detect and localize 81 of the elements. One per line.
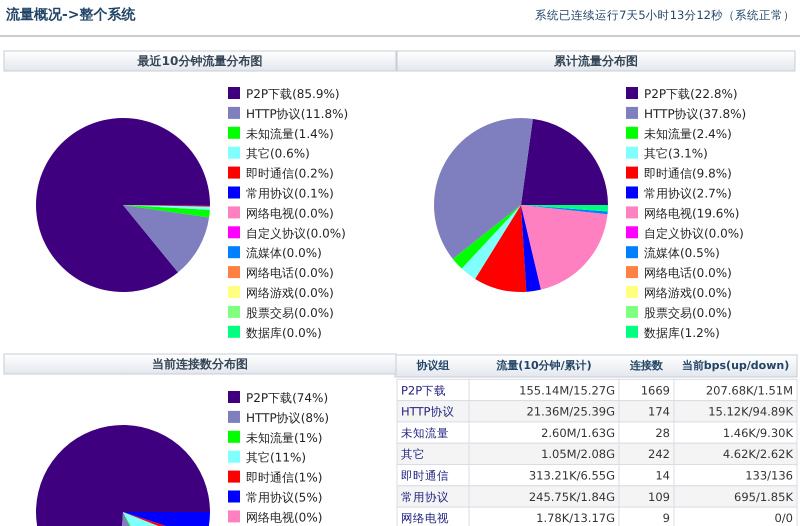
legend-label: 常用协议(0.1%) (246, 186, 334, 200)
legend-label: 流媒体(0.0%) (246, 246, 322, 260)
chart-title: 最近10分钟流量分布图 (136, 54, 262, 68)
text: P2P下载 (401, 383, 446, 398)
text: 流量概况->整个系统 (5, 6, 137, 23)
legend-label: 未知流量(1%) (246, 430, 322, 445)
pie-slice (521, 205, 541, 292)
legend-label: 其它(11%) (246, 450, 306, 465)
legend-label: 数据库(0.0%) (246, 326, 322, 340)
legend-label: 即时通信(9.8%) (644, 166, 732, 181)
text: 常用协议 (401, 490, 449, 504)
text: 14 (655, 468, 670, 482)
legend-label: 其它(3.1%) (644, 146, 708, 161)
legend-label: 自定义协议(0.0%) (246, 226, 346, 240)
legend-label: 其它(0.6%) (246, 146, 310, 161)
text: 1.46K/9.30K (722, 426, 794, 440)
text: 4.62K/2.62K (722, 447, 794, 462)
chart-title: 累计流量分布图 (553, 54, 638, 68)
text: 9 (662, 511, 670, 526)
pie-slice (521, 205, 608, 214)
legend-label: 数据库(1.2%) (644, 326, 720, 340)
text: 245.75K/1.84G (528, 490, 615, 504)
text: 2.60M/1.63G (541, 426, 615, 440)
pie-slice (452, 205, 521, 269)
text: 协议组 (416, 359, 450, 372)
legend-label: P2P下载(22.8%) (644, 87, 738, 101)
legend-label: 未知流量(1.4%) (246, 126, 334, 141)
pie-slice (434, 118, 533, 260)
legend-label: P2P下载(74%) (246, 391, 328, 405)
legend-label: HTTP协议(8%) (246, 410, 330, 425)
text: 28 (655, 426, 670, 440)
text: 其它 (401, 447, 425, 462)
pie-slice (123, 205, 210, 218)
text: 15.12K/94.89K (708, 404, 794, 419)
legend-label: 股票交易(0.0%) (246, 306, 334, 320)
text: 313.21K/6.55G (528, 468, 615, 482)
legend-label: 常用协议(5%) (246, 490, 322, 504)
legend-label: 股票交易(0.0%) (644, 306, 732, 320)
text: 网络电视 (401, 511, 449, 526)
pie-slice (462, 205, 521, 279)
text: 1.78K/13.17G (536, 511, 615, 526)
legend-label: 网络电话(0.0%) (644, 266, 732, 280)
legend-label: 网络电视(0.0%) (246, 206, 334, 220)
pie-slice (123, 205, 210, 272)
legend-label: 未知流量(2.4%) (644, 126, 732, 141)
text: 155.14M/15.27G (519, 383, 615, 398)
text: 系统已连续运行7天5小时13分12秒（系统正常） (535, 8, 795, 22)
text: 21.36M/25.39G (526, 404, 615, 419)
text: HTTP协议 (401, 404, 454, 419)
text: 当前bps(up/down) (682, 359, 790, 372)
legend-label: 常用协议(2.7%) (644, 186, 732, 200)
text: 109 (648, 490, 670, 504)
text: 242 (648, 447, 670, 462)
legend-label: 网络电视(0%) (246, 510, 322, 524)
text: 流量(10分钟/累计) (495, 359, 592, 372)
text: 1669 (640, 383, 670, 398)
legend-label: 即时通信(1%) (246, 470, 322, 485)
legend-label: HTTP协议(11.8%) (246, 106, 348, 121)
text: 0/0 (774, 511, 793, 526)
legend-label: HTTP协议(37.8%) (644, 106, 746, 121)
text: 695/1.85K (734, 490, 794, 504)
legend-label: 网络电话(0.0%) (246, 266, 334, 280)
legend-label: 网络游戏(0.0%) (246, 286, 334, 300)
legend-label: 网络电视(19.6%) (644, 206, 740, 220)
legend-label: 自定义协议(0.0%) (644, 226, 744, 240)
text: 连接数 (629, 359, 664, 372)
legend-label: 流媒体(0.5%) (644, 246, 720, 260)
pie-slice (521, 205, 608, 290)
text: 174 (648, 404, 670, 419)
chart-title: 当前连接数分布图 (152, 357, 248, 371)
legend-label: 网络游戏(0.0%) (644, 286, 732, 300)
text: 133/136 (745, 468, 793, 482)
legend-label: P2P下载(85.9%) (246, 87, 340, 101)
pie-slice (475, 205, 526, 292)
text: 1.05M/2.08G (541, 447, 615, 462)
text: 未知流量 (401, 426, 449, 440)
pie-slice (521, 118, 608, 205)
legend-label: 即时通信(0.2%) (246, 166, 334, 181)
text: 即时通信 (401, 468, 449, 482)
text: 207.68K/1.51M (706, 383, 793, 398)
pie-slice (36, 118, 210, 292)
